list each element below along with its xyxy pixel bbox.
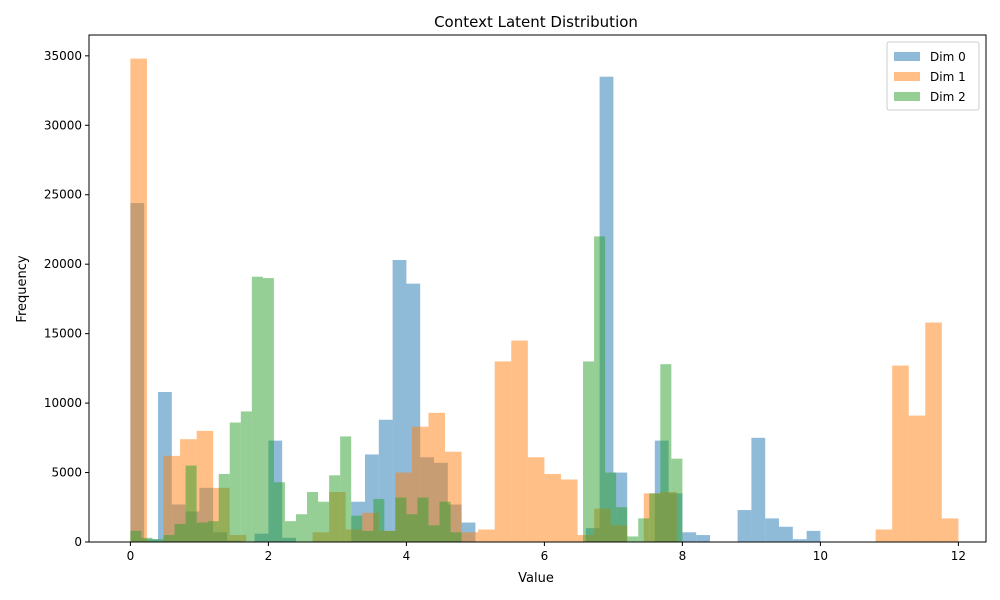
- bar-series-0-bin-25: [682, 532, 697, 542]
- y-axis-label: Frequency: [15, 255, 30, 322]
- y-tick-label-6: 30000: [44, 118, 82, 132]
- bar-series-2-bin-22: [373, 498, 385, 542]
- y-tick-label-5: 25000: [44, 188, 82, 202]
- bar-series-2-bin-4: [174, 523, 186, 542]
- bar-series-2-bin-25: [406, 514, 418, 542]
- bar-series-1-bin-18: [511, 340, 528, 542]
- bar-series-2-bin-11: [251, 276, 263, 542]
- bar-series-2-bin-9: [229, 422, 241, 542]
- x-tick-label-6: 12: [951, 549, 966, 563]
- legend-label-0: Dim 0: [930, 50, 966, 64]
- bar-series-2-bin-20: [351, 515, 363, 542]
- y-tick-label-2: 10000: [44, 396, 82, 410]
- bar-series-2-bin-18: [329, 475, 341, 542]
- x-tick-label-5: 10: [813, 549, 828, 563]
- bar-series-1-bin-31: [941, 518, 959, 542]
- bar-series-2-bin-38: [671, 458, 683, 542]
- x-tick-label-0: 0: [127, 549, 135, 563]
- y-tick-label-1: 5000: [51, 466, 82, 480]
- bar-series-2-bin-3: [163, 535, 175, 542]
- bar-series-2-bin-19: [340, 436, 352, 542]
- bar-series-2-bin-14: [284, 521, 296, 542]
- bar-series-2-bin-12: [262, 278, 274, 542]
- bar-series-2-bin-6: [196, 522, 208, 542]
- bar-series-2-bin-34: [627, 536, 639, 542]
- bar-series-2-bin-37: [660, 364, 672, 542]
- bar-series-2-bin-10: [240, 411, 252, 542]
- x-tick-label-3: 6: [541, 549, 549, 563]
- bar-series-2-bin-7: [207, 521, 219, 542]
- bar-series-2-bin-33: [616, 507, 628, 542]
- bar-series-2-bin-35: [638, 518, 650, 542]
- bar-series-1-bin-20: [544, 473, 561, 542]
- x-tick-label-4: 8: [679, 549, 687, 563]
- bar-series-2-bin-16: [307, 491, 319, 542]
- bar-series-2-bin-24: [395, 497, 407, 542]
- bar-series-0-bin-32: [806, 530, 821, 542]
- y-tick-label-0: 0: [74, 535, 82, 549]
- bar-series-2-bin-1: [141, 537, 153, 542]
- bar-series-2-bin-17: [318, 501, 330, 542]
- plot-area-frame: [88, 34, 987, 543]
- y-tick-label-7: 35000: [44, 49, 82, 63]
- bars-layer: [130, 58, 959, 543]
- bar-series-1-bin-30: [925, 322, 942, 542]
- bar-series-2-bin-26: [417, 497, 429, 542]
- bar-series-2-bin-31: [594, 236, 606, 542]
- bar-series-2-bin-36: [649, 493, 661, 542]
- bar-series-2-bin-30: [583, 361, 595, 542]
- bar-series-1-bin-28: [892, 365, 909, 542]
- legend: Dim 0 Dim 1 Dim 2: [886, 41, 980, 111]
- legend-swatch-2: [894, 92, 920, 101]
- bar-series-1-bin-15: [461, 532, 479, 542]
- bar-series-1-bin-19: [527, 457, 545, 542]
- bar-series-0-bin-30: [779, 526, 793, 542]
- x-tick-label-1: 2: [265, 549, 273, 563]
- bar-series-2-bin-21: [362, 530, 374, 542]
- legend-swatch-0: [894, 52, 920, 61]
- bar-series-1-bin-21: [560, 479, 578, 542]
- bar-series-2-bin-2: [152, 539, 164, 542]
- bar-series-2-bin-27: [428, 525, 440, 542]
- series-2-bars: [130, 236, 683, 542]
- bar-series-1-bin-16: [478, 529, 495, 542]
- bar-series-0-bin-28: [751, 437, 766, 542]
- bar-series-2-bin-29: [450, 532, 462, 542]
- bar-series-0-bin-14: [392, 260, 407, 542]
- bar-series-2-bin-28: [439, 501, 451, 542]
- bar-series-2-bin-8: [218, 473, 230, 542]
- x-tick-label-2: 4: [403, 549, 411, 563]
- bar-series-1-bin-17: [494, 361, 512, 542]
- bar-series-1-bin-0: [130, 58, 147, 543]
- bar-series-2-bin-23: [384, 530, 396, 542]
- legend-swatch-1: [894, 72, 920, 81]
- chart-title: Context Latent Distribution: [434, 13, 638, 31]
- y-tick-label-3: 15000: [44, 327, 82, 341]
- bar-series-0-bin-26: [696, 535, 710, 542]
- bar-series-1-bin-1: [163, 455, 181, 542]
- y-axis: 0 5000 10000 15000 20000 25000 30000 35000: [44, 49, 89, 549]
- bar-series-0-bin-31: [792, 539, 807, 542]
- bar-series-1-bin-29: [908, 415, 926, 542]
- x-axis: 0 2 4 6 8 10 12: [127, 542, 966, 563]
- legend-label-1: Dim 1: [930, 70, 966, 84]
- y-tick-label-4: 20000: [44, 257, 82, 271]
- bar-series-2-bin-32: [605, 472, 617, 542]
- bar-series-2-bin-5: [185, 465, 197, 542]
- bar-series-2-bin-0: [130, 530, 142, 542]
- bar-series-2-bin-15: [296, 514, 308, 542]
- bar-series-0-bin-29: [765, 518, 779, 542]
- bar-series-0-bin-27: [737, 510, 752, 542]
- legend-label-2: Dim 2: [930, 90, 966, 104]
- bar-series-1-bin-27: [875, 529, 893, 542]
- x-axis-label: Value: [518, 571, 554, 586]
- bar-series-2-bin-13: [273, 482, 285, 542]
- bar-series-1-bin-3: [196, 430, 214, 542]
